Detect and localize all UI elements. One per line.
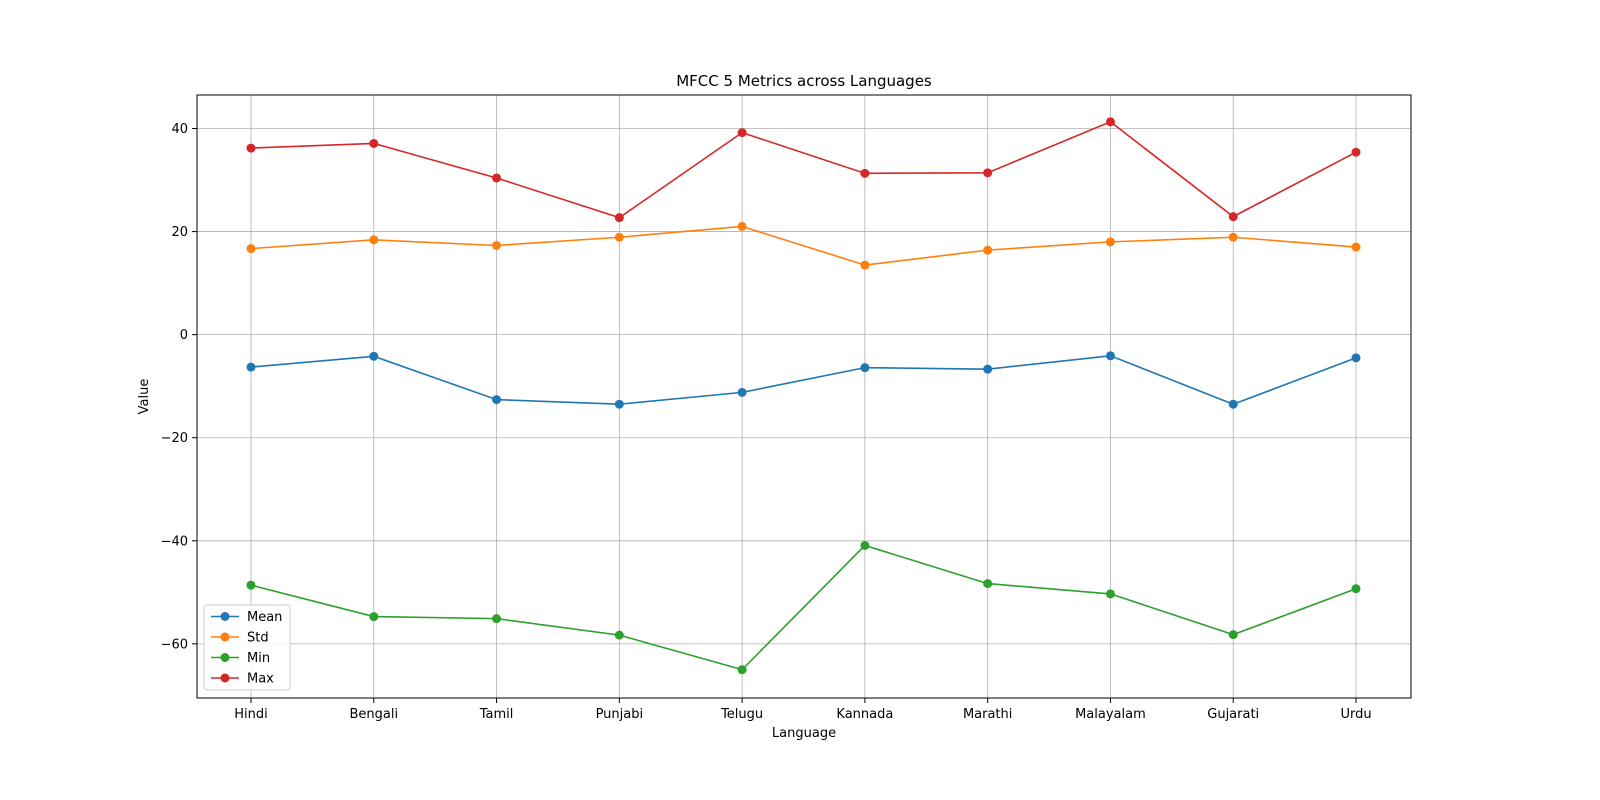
- data-point: [1351, 584, 1361, 594]
- legend-label: Min: [247, 651, 270, 666]
- data-point: [614, 630, 624, 640]
- legend-item: Min: [211, 651, 270, 666]
- series-line: [250, 120, 1357, 219]
- legend-item: Std: [211, 631, 269, 646]
- data-point: [614, 232, 624, 242]
- legend-box: [203, 604, 291, 691]
- data-point: [492, 173, 502, 183]
- x-tick-label: Marathi: [963, 707, 1012, 722]
- series-layer: [246, 117, 1361, 675]
- legend-marker: [220, 632, 230, 642]
- data-point: [983, 579, 993, 589]
- data-point: [369, 138, 379, 148]
- legend-item: Mean: [211, 610, 282, 625]
- data-point: [737, 221, 747, 231]
- data-point: [1351, 242, 1361, 252]
- x-tick-label: Tamil: [479, 707, 514, 722]
- data-point: [614, 399, 624, 409]
- x-tick-label: Punjabi: [596, 707, 644, 722]
- legend-marker: [220, 612, 230, 621]
- data-point: [983, 245, 993, 255]
- data-point: [492, 614, 502, 624]
- data-point: [860, 260, 870, 270]
- legend-label: Std: [247, 631, 269, 646]
- data-point: [246, 580, 256, 590]
- data-point: [246, 362, 256, 372]
- data-point: [860, 363, 870, 373]
- series-mean: [246, 351, 1361, 409]
- x-tick-label: Urdu: [1340, 707, 1371, 722]
- data-point: [737, 665, 747, 675]
- legend-marker: [220, 653, 230, 662]
- series-min: [246, 540, 1361, 675]
- legend: Mean Std Min Max: [203, 604, 291, 691]
- x-tick-label: Gujarati: [1207, 707, 1259, 722]
- data-point: [1351, 147, 1361, 157]
- data-point: [1105, 117, 1115, 127]
- x-tick-label: Malayalam: [1075, 707, 1146, 722]
- data-point: [1105, 351, 1115, 361]
- chart-title: MFCC 5 Metrics across Languages: [676, 72, 932, 90]
- data-point: [492, 240, 502, 250]
- data-point: [1105, 237, 1115, 247]
- data-point: [983, 168, 993, 178]
- series-max: [246, 117, 1361, 223]
- series-line: [250, 354, 1357, 406]
- x-axis-label: Language: [772, 726, 836, 741]
- series-line: [250, 225, 1357, 266]
- data-point: [614, 213, 624, 223]
- data-point: [1228, 232, 1238, 242]
- data-point: [1228, 630, 1238, 640]
- x-tick-label: Bengali: [349, 707, 398, 722]
- x-tick-label: Hindi: [234, 707, 268, 722]
- x-tick-label: Kannada: [836, 707, 893, 722]
- y-tick-label: −60: [161, 637, 188, 652]
- legend-label: Max: [247, 672, 274, 687]
- y-tick-label: −40: [161, 534, 188, 549]
- grid: [197, 95, 1411, 698]
- series-std: [246, 221, 1361, 270]
- ticks: Hindi Bengali Tamil Punjabi Telugu Kannada Mar…: [161, 122, 1372, 722]
- data-point: [1228, 212, 1238, 222]
- data-point: [369, 235, 379, 245]
- data-point: [860, 168, 870, 178]
- data-point: [1105, 589, 1115, 599]
- legend-item: Max: [211, 672, 274, 687]
- x-tick-label: Telugu: [720, 707, 763, 722]
- y-axis-label: Value: [137, 379, 152, 415]
- data-point: [983, 364, 993, 374]
- series-line: [250, 544, 1357, 671]
- data-point: [1228, 399, 1238, 409]
- y-tick-label: 40: [171, 122, 188, 137]
- data-point: [737, 387, 747, 397]
- data-point: [246, 244, 256, 254]
- plot-frame: [196, 94, 1412, 699]
- data-point: [860, 540, 870, 550]
- y-tick-label: 20: [171, 225, 188, 240]
- data-point: [246, 143, 256, 153]
- data-point: [737, 128, 747, 138]
- y-tick-label: 0: [180, 328, 188, 343]
- data-point: [369, 351, 379, 361]
- data-point: [369, 612, 379, 622]
- data-point: [492, 395, 502, 405]
- data-point: [1351, 353, 1361, 363]
- legend-label: Mean: [247, 610, 282, 625]
- legend-marker: [220, 673, 230, 683]
- y-tick-label: −20: [161, 431, 188, 446]
